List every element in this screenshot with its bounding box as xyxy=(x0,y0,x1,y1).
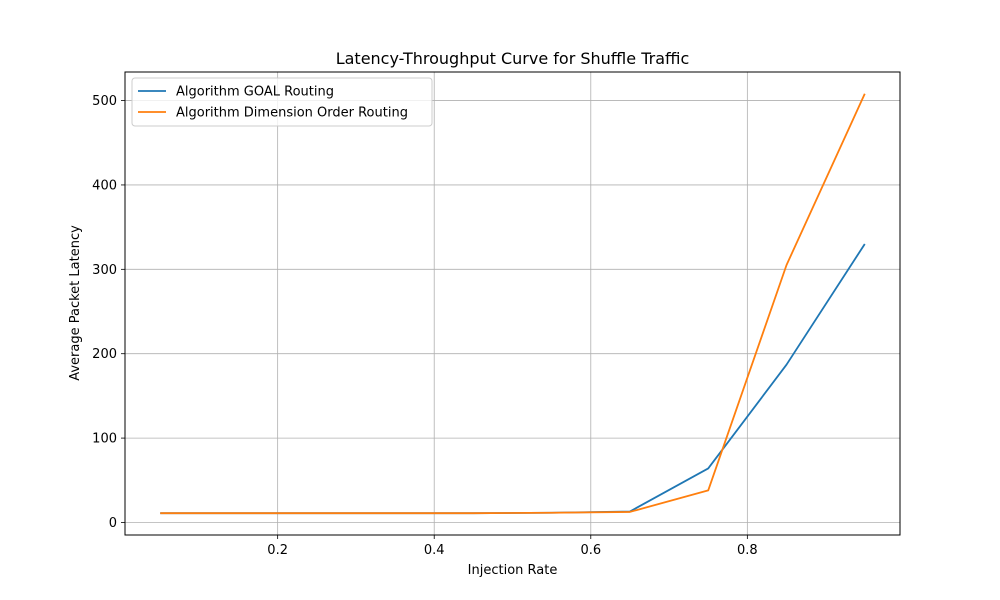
y-tick-label: 0 xyxy=(109,516,117,531)
x-axis-title: Injection Rate xyxy=(468,563,558,578)
legend-box xyxy=(131,77,433,127)
legend-label-1: Algorithm GOAL Routing xyxy=(176,85,334,100)
grid-lines xyxy=(125,72,900,535)
series-line-2 xyxy=(160,93,866,515)
legend: Algorithm GOAL Routing Algorithm Dimensio… xyxy=(131,77,433,127)
y-tick-label: 100 xyxy=(92,432,117,447)
y-tick-label: 300 xyxy=(92,263,117,278)
x-tick-label: 0.4 xyxy=(424,543,445,558)
y-tick-label: 200 xyxy=(92,347,117,362)
series-lines xyxy=(160,93,866,515)
legend-label-2: Algorithm Dimension Order Routing xyxy=(176,106,408,121)
y-axis-title: Average Packet Latency xyxy=(68,225,83,381)
y-tick-label: 500 xyxy=(92,94,117,109)
x-axis-ticks: 0.2 0.4 0.6 0.8 xyxy=(267,535,758,558)
x-tick-label: 0.2 xyxy=(267,543,288,558)
y-tick-label: 400 xyxy=(92,178,117,193)
chart-title: Latency-Throughput Curve for Shuffle Tra… xyxy=(336,49,690,68)
plot-frame xyxy=(124,71,901,536)
x-tick-label: 0.6 xyxy=(580,543,601,558)
x-tick-label: 0.8 xyxy=(737,543,758,558)
y-axis-ticks: 0 100 200 300 400 500 xyxy=(92,94,125,531)
